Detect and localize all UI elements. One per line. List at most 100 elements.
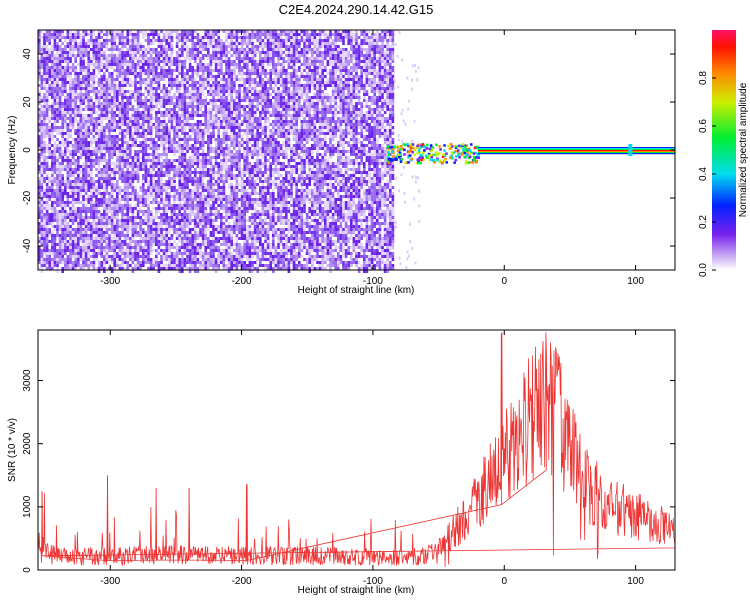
spectrogram-cell <box>186 234 189 237</box>
spectrogram-cell <box>118 36 122 39</box>
spectrogram-cell <box>53 57 57 60</box>
spectrogram-cell <box>214 81 218 84</box>
spectrogram-cell <box>116 36 119 39</box>
spectrogram-cell <box>97 252 101 255</box>
spectrogram-cell <box>77 159 80 162</box>
spectrogram-cell <box>71 99 75 102</box>
spectrogram-cell <box>230 93 233 96</box>
spectrogram-cell <box>123 45 127 48</box>
spectrogram-cell <box>183 72 187 75</box>
spectrogram-cell <box>131 132 135 135</box>
spectrogram-cell <box>126 150 129 153</box>
spectrogram-cell <box>90 84 93 87</box>
spectrogram-cell <box>175 135 179 138</box>
spectrogram-cell <box>100 141 103 144</box>
spectrogram-cell <box>71 198 75 201</box>
spectrogram-cell <box>173 246 176 249</box>
spectrogram-cell <box>45 237 49 240</box>
spectrogram-cell <box>225 165 228 168</box>
spectrogram-cell <box>162 249 166 252</box>
spectrogram-cell <box>90 144 93 147</box>
spectrogram-cell <box>136 105 140 108</box>
spectrogram-cell <box>79 180 83 183</box>
spectrogram-cell <box>43 111 46 114</box>
spectrogram-cell <box>56 105 59 108</box>
spectrogram-cell <box>116 141 119 144</box>
spectrogram-cell <box>217 237 220 240</box>
spectrogram-cell <box>61 180 64 183</box>
spectrogram-cell <box>222 90 226 93</box>
spectrogram-cell <box>131 42 135 45</box>
spectrogram-cell <box>69 39 72 42</box>
spectrogram-cell <box>170 195 174 198</box>
spectrogram-cell <box>183 60 187 63</box>
spectrogram-cell <box>79 96 83 99</box>
spectrogram-cell <box>110 90 114 93</box>
spectrogram-cell <box>149 66 153 69</box>
spectrogram-cell <box>51 201 54 207</box>
spectrogram-cell <box>87 75 90 78</box>
spectrogram-cell <box>175 117 179 120</box>
spectrogram-cell <box>168 144 171 147</box>
spectrogram-cell <box>152 141 155 144</box>
spectrogram-cell <box>82 201 85 204</box>
spectrogram-cell <box>144 69 148 72</box>
spectrogram-cell <box>222 75 226 78</box>
spectrogram-cell <box>58 90 62 93</box>
spectrogram-cell <box>69 228 72 231</box>
spectrogram-cell <box>222 153 226 156</box>
spectrogram-cell <box>66 36 70 39</box>
spectrogram-cell <box>220 249 223 252</box>
spectrogram-cell <box>97 39 101 42</box>
spectrogram-cell <box>204 189 207 192</box>
spectrogram-cell <box>155 237 158 240</box>
spectrogram-cell <box>201 234 205 237</box>
spectrogram-cell <box>212 129 215 132</box>
spectrogram-cell <box>69 57 72 63</box>
spectrogram-cell <box>155 147 158 150</box>
spectrogram-cell <box>199 123 202 126</box>
spectrogram-cell <box>217 210 220 213</box>
spectrogram-cell <box>212 201 215 204</box>
spectrogram-cell <box>87 84 90 87</box>
spectrogram-cell <box>214 264 218 267</box>
spectrogram-cell <box>212 183 215 186</box>
spectrogram-cell <box>58 156 62 159</box>
spectrogram-cell <box>183 102 187 108</box>
spectrogram-cell <box>77 33 80 36</box>
spectrogram-cell <box>66 144 70 147</box>
spectrogram-cell <box>220 63 223 69</box>
spectrogram-cell <box>157 60 161 63</box>
spectrogram-cell <box>123 132 127 135</box>
spectrogram-cell <box>100 261 103 264</box>
spectrogram-cell <box>168 78 171 81</box>
spectrogram-cell <box>225 36 228 39</box>
spectrogram-cell <box>175 51 179 54</box>
spectrogram-cell <box>183 63 187 66</box>
spectrogram-cell <box>147 174 150 177</box>
spectrogram-cell <box>238 153 241 156</box>
spectrogram-cell <box>238 135 241 138</box>
spectrogram-cell <box>121 252 124 255</box>
spectrogram-cell <box>199 243 202 246</box>
spectrogram-cell <box>48 240 51 243</box>
spectrogram-cell <box>204 63 207 66</box>
spectrogram-cell <box>66 51 70 54</box>
spectrogram-cell <box>217 96 220 99</box>
spectrogram-cell <box>139 210 142 213</box>
spectrogram-cell <box>77 183 80 186</box>
spectrogram-cell <box>134 69 137 72</box>
spectrogram-cell <box>230 114 233 117</box>
spectrogram-cell <box>142 168 145 171</box>
spectrogram-cell <box>48 135 51 138</box>
spectrogram-cell <box>58 255 62 258</box>
spectrogram-cell <box>58 201 62 204</box>
spectrogram-cell <box>40 243 44 246</box>
spectrogram-cell <box>97 144 101 147</box>
spectrogram-cell <box>95 192 98 195</box>
spectrogram-cell <box>40 186 44 189</box>
spectrogram-cell <box>214 123 218 126</box>
spectrogram-cell <box>131 177 135 180</box>
spectrogram-cell <box>142 147 145 150</box>
spectrogram-cell <box>144 249 148 252</box>
